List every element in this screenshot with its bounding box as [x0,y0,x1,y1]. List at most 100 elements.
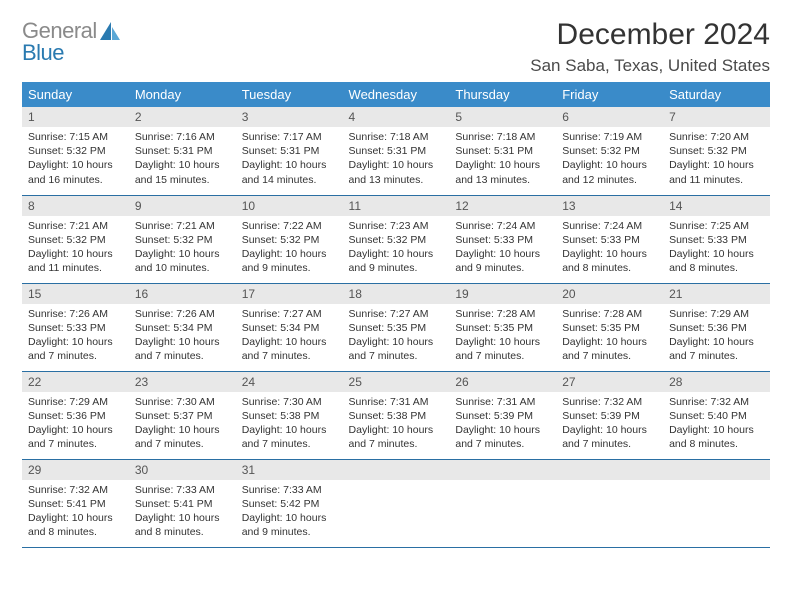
daylight-text: and 16 minutes. [28,173,123,187]
weekday-header: Saturday [663,82,770,107]
daylight-text: and 12 minutes. [562,173,657,187]
daylight-text: and 7 minutes. [28,349,123,363]
sunset-text: Sunset: 5:35 PM [455,321,550,335]
sunrise-text: Sunrise: 7:28 AM [562,307,657,321]
sunset-text: Sunset: 5:33 PM [28,321,123,335]
sunrise-text: Sunrise: 7:25 AM [669,219,764,233]
daylight-text: and 7 minutes. [242,349,337,363]
daylight-text: and 9 minutes. [242,525,337,539]
calendar-day-cell [343,459,450,547]
sunrise-text: Sunrise: 7:29 AM [28,395,123,409]
daylight-text: Daylight: 10 hours [349,247,444,261]
daylight-text: Daylight: 10 hours [28,335,123,349]
calendar-week-row: 15Sunrise: 7:26 AMSunset: 5:33 PMDayligh… [22,283,770,371]
daylight-text: and 11 minutes. [669,173,764,187]
day-details: Sunrise: 7:33 AMSunset: 5:42 PMDaylight:… [236,480,343,544]
day-details: Sunrise: 7:26 AMSunset: 5:33 PMDaylight:… [22,304,129,368]
calendar-day-cell: 4Sunrise: 7:18 AMSunset: 5:31 PMDaylight… [343,107,450,195]
calendar-day-cell: 9Sunrise: 7:21 AMSunset: 5:32 PMDaylight… [129,195,236,283]
sunrise-text: Sunrise: 7:30 AM [242,395,337,409]
day-details: Sunrise: 7:21 AMSunset: 5:32 PMDaylight:… [22,216,129,280]
calendar-day-cell: 24Sunrise: 7:30 AMSunset: 5:38 PMDayligh… [236,371,343,459]
sunset-text: Sunset: 5:32 PM [349,233,444,247]
day-number: 3 [236,107,343,127]
daylight-text: Daylight: 10 hours [135,423,230,437]
calendar-week-row: 22 Sunrise: 7:29 AMSunset: 5:36 PM Dayligh… [22,371,770,459]
day-number: 8 [22,196,129,216]
day-details: Sunrise: 7:19 AMSunset: 5:32 PMDaylight:… [556,127,663,191]
daylight-text: and 7 minutes. [349,349,444,363]
day-details: Sunrise: 7:32 AMSunset: 5:40 PMDaylight:… [663,392,770,456]
sunrise-text: Sunrise: 7:24 AM [562,219,657,233]
calendar-day-cell: 3Sunrise: 7:17 AMSunset: 5:31 PMDaylight… [236,107,343,195]
sunset-text: Sunset: 5:31 PM [455,144,550,158]
sunset-text: Sunset: 5:36 PM [28,409,123,423]
day-number-empty [343,460,450,480]
daylight-text: and 7 minutes. [135,437,230,451]
sunrise-text: Sunrise: 7:17 AM [242,130,337,144]
day-details: Sunrise: 7:28 AMSunset: 5:35 PMDaylight:… [556,304,663,368]
sunset-text: Sunset: 5:33 PM [669,233,764,247]
calendar-day-cell: 26Sunrise: 7:31 AMSunset: 5:39 PMDayligh… [449,371,556,459]
day-number: 23 [129,372,236,392]
sunrise-text: Sunrise: 7:15 AM [28,130,123,144]
daylight-text: and 7 minutes. [669,349,764,363]
day-details: Sunrise: 7:24 AMSunset: 5:33 PMDaylight:… [556,216,663,280]
day-details: Sunrise: 7:30 AMSunset: 5:37 PMDaylight:… [129,392,236,456]
daylight-text: and 14 minutes. [242,173,337,187]
sunset-text: Sunset: 5:31 PM [135,144,230,158]
brand-word2: Blue [22,40,64,66]
calendar-week-row: 1Sunrise: 7:15 AMSunset: 5:32 PMDaylight… [22,107,770,195]
sunrise-text: Sunrise: 7:30 AM [135,395,230,409]
sunset-text: Sunset: 5:42 PM [242,497,337,511]
day-details: Sunrise: 7:20 AMSunset: 5:32 PMDaylight:… [663,127,770,191]
daylight-text: and 13 minutes. [455,173,550,187]
calendar-day-cell: 17Sunrise: 7:27 AMSunset: 5:34 PMDayligh… [236,283,343,371]
sunset-text: Sunset: 5:32 PM [28,144,123,158]
day-number: 20 [556,284,663,304]
daylight-text: and 7 minutes. [562,349,657,363]
sail-icon [99,21,121,41]
calendar-day-cell: 28Sunrise: 7:32 AMSunset: 5:40 PMDayligh… [663,371,770,459]
day-number: 19 [449,284,556,304]
calendar-day-cell: 13Sunrise: 7:24 AMSunset: 5:33 PMDayligh… [556,195,663,283]
day-number: 11 [343,196,450,216]
day-details: Sunrise: 7:30 AMSunset: 5:38 PMDaylight:… [236,392,343,456]
daylight-text: Daylight: 10 hours [242,158,337,172]
calendar-day-cell: 14Sunrise: 7:25 AMSunset: 5:33 PMDayligh… [663,195,770,283]
day-number: 7 [663,107,770,127]
day-number: 2 [129,107,236,127]
day-number-empty [663,460,770,480]
day-number: 6 [556,107,663,127]
day-details: Sunrise: 7:32 AMSunset: 5:39 PMDaylight:… [556,392,663,456]
sunrise-text: Sunrise: 7:19 AM [562,130,657,144]
calendar-day-cell: 12Sunrise: 7:24 AMSunset: 5:33 PMDayligh… [449,195,556,283]
sunset-text: Sunset: 5:32 PM [562,144,657,158]
month-title: December 2024 [530,18,770,52]
daylight-text: Daylight: 10 hours [349,158,444,172]
calendar-day-cell: 19Sunrise: 7:28 AMSunset: 5:35 PMDayligh… [449,283,556,371]
sunset-text: Sunset: 5:32 PM [242,233,337,247]
calendar-day-cell [449,459,556,547]
sunset-text: Sunset: 5:35 PM [562,321,657,335]
sunrise-text: Sunrise: 7:18 AM [455,130,550,144]
day-number: 25 [343,372,450,392]
daylight-text: and 8 minutes. [28,525,123,539]
day-number: 22 [22,372,129,392]
day-details: Sunrise: 7:28 AMSunset: 5:35 PMDaylight:… [449,304,556,368]
sunrise-text: Sunrise: 7:23 AM [349,219,444,233]
daylight-text: Daylight: 10 hours [242,511,337,525]
calendar-day-cell: 8Sunrise: 7:21 AMSunset: 5:32 PMDaylight… [22,195,129,283]
calendar-week-row: 8Sunrise: 7:21 AMSunset: 5:32 PMDaylight… [22,195,770,283]
day-number: 5 [449,107,556,127]
sunrise-text: Sunrise: 7:21 AM [135,219,230,233]
calendar-day-cell: 20Sunrise: 7:28 AMSunset: 5:35 PMDayligh… [556,283,663,371]
day-number: 17 [236,284,343,304]
daylight-text: Daylight: 10 hours [242,335,337,349]
sunset-text: Sunset: 5:36 PM [669,321,764,335]
daylight-text: Daylight: 10 hours [669,335,764,349]
day-number: 16 [129,284,236,304]
calendar-day-cell: 18Sunrise: 7:27 AMSunset: 5:35 PMDayligh… [343,283,450,371]
day-details: Sunrise: 7:24 AMSunset: 5:33 PMDaylight:… [449,216,556,280]
daylight-text: and 7 minutes. [135,349,230,363]
